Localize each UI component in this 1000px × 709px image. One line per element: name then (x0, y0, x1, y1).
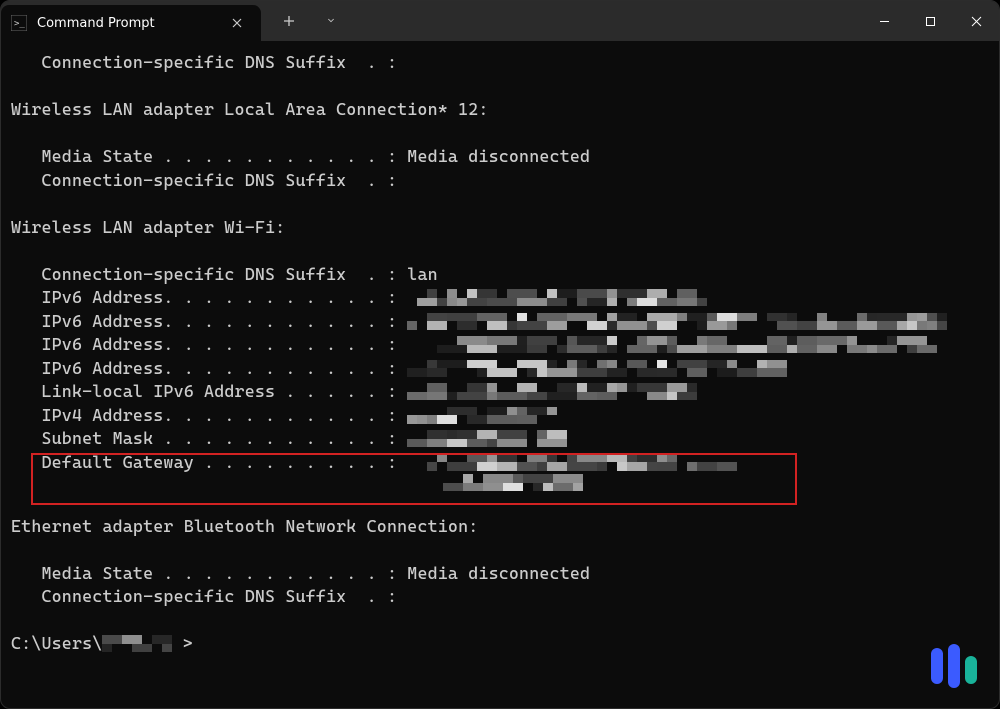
terminal-line: Media State . . . . . . . . . . . : Medi… (11, 562, 989, 586)
terminal-line (11, 122, 989, 146)
terminal-line (11, 192, 989, 216)
terminal-line: Media State . . . . . . . . . . . : Medi… (11, 145, 989, 169)
terminal-line (11, 609, 989, 633)
field-label: IPv6 Address. . . . . . . . . . . : (11, 357, 397, 381)
terminal-line: Connection-specific DNS Suffix . : (11, 169, 989, 193)
watermark-logo (931, 644, 977, 688)
minimize-button[interactable] (861, 1, 907, 41)
redacted-value (407, 454, 737, 471)
field-label: Link-local IPv6 Address . . . . . : (11, 380, 397, 404)
redacted-value (407, 289, 707, 306)
field-label: IPv4 Address. . . . . . . . . . . : (11, 404, 397, 428)
close-window-button[interactable] (953, 1, 999, 41)
cmd-icon: >_ (11, 15, 27, 31)
field-value: Media disconnected (397, 562, 590, 586)
terminal-line: IPv4 Address. . . . . . . . . . . : (11, 404, 989, 428)
redacted-value (407, 360, 787, 377)
field-label: Connection-specific DNS Suffix . : (11, 585, 397, 609)
tab-dropdown-button[interactable] (313, 7, 349, 35)
redacted-value (407, 430, 567, 447)
maximize-button[interactable] (907, 1, 953, 41)
terminal-line (11, 538, 989, 562)
terminal-line (11, 75, 989, 99)
redacted-value (443, 474, 583, 491)
redacted-value (102, 635, 172, 652)
terminal-line: Link-local IPv6 Address . . . . . : (11, 380, 989, 404)
titlebar-actions (261, 1, 349, 41)
new-tab-button[interactable] (271, 7, 307, 35)
field-label: Media State . . . . . . . . . . . : (11, 145, 397, 169)
prompt-prefix: C:\Users\ (11, 632, 102, 656)
terminal-line: Connection-specific DNS Suffix . : (11, 51, 989, 75)
redacted-value (407, 383, 697, 400)
redacted-value (437, 336, 937, 353)
terminal-line: Connection-specific DNS Suffix . : (11, 585, 989, 609)
terminal-line: C:\Users\ > (11, 632, 989, 656)
field-label: Connection-specific DNS Suffix . : (11, 51, 397, 75)
prompt-suffix: > (172, 632, 192, 656)
terminal-line: IPv6 Address. . . . . . . . . . . : (11, 333, 989, 357)
redacted-value (407, 407, 557, 424)
field-value: lan (397, 263, 438, 287)
terminal-line (11, 491, 989, 515)
terminal-line: Wireless LAN adapter Wi-Fi: (11, 216, 989, 240)
terminal-line: Default Gateway . . . . . . . . . : (11, 451, 989, 475)
field-label: Subnet Mask . . . . . . . . . . . : (11, 427, 397, 451)
redacted-value (407, 313, 947, 330)
titlebar-drag-region[interactable] (349, 1, 861, 41)
tab-title: Command Prompt (37, 16, 217, 31)
field-value: Media disconnected (397, 145, 590, 169)
terminal-line: IPv6 Address. . . . . . . . . . . : (11, 310, 989, 334)
field-label: IPv6 Address. . . . . . . . . . . : (11, 286, 397, 310)
terminal-line: IPv6 Address. . . . . . . . . . . : (11, 286, 989, 310)
terminal-output[interactable]: Connection-specific DNS Suffix . : Wirel… (1, 41, 999, 666)
field-label: IPv6 Address. . . . . . . . . . . : (11, 310, 397, 334)
terminal-line: Ethernet adapter Bluetooth Network Conne… (11, 515, 989, 539)
terminal-line (11, 474, 989, 491)
field-label: Media State . . . . . . . . . . . : (11, 562, 397, 586)
terminal-line: IPv6 Address. . . . . . . . . . . : (11, 357, 989, 381)
close-tab-icon[interactable] (227, 13, 247, 33)
terminal-line: Connection-specific DNS Suffix . : lan (11, 263, 989, 287)
terminal-line (11, 239, 989, 263)
tab-command-prompt[interactable]: >_ Command Prompt (1, 5, 261, 41)
terminal-window: >_ Command Prompt (0, 0, 1000, 709)
terminal-line: Wireless LAN adapter Local Area Connecti… (11, 98, 989, 122)
window-controls (861, 1, 999, 41)
field-label: Connection-specific DNS Suffix . : (11, 169, 397, 193)
terminal-line: Subnet Mask . . . . . . . . . . . : (11, 427, 989, 451)
svg-text:>_: >_ (14, 19, 25, 29)
titlebar: >_ Command Prompt (1, 1, 999, 41)
field-label: Default Gateway . . . . . . . . . : (11, 451, 397, 475)
field-label: Connection-specific DNS Suffix . : (11, 263, 397, 287)
field-label: IPv6 Address. . . . . . . . . . . : (11, 333, 397, 357)
